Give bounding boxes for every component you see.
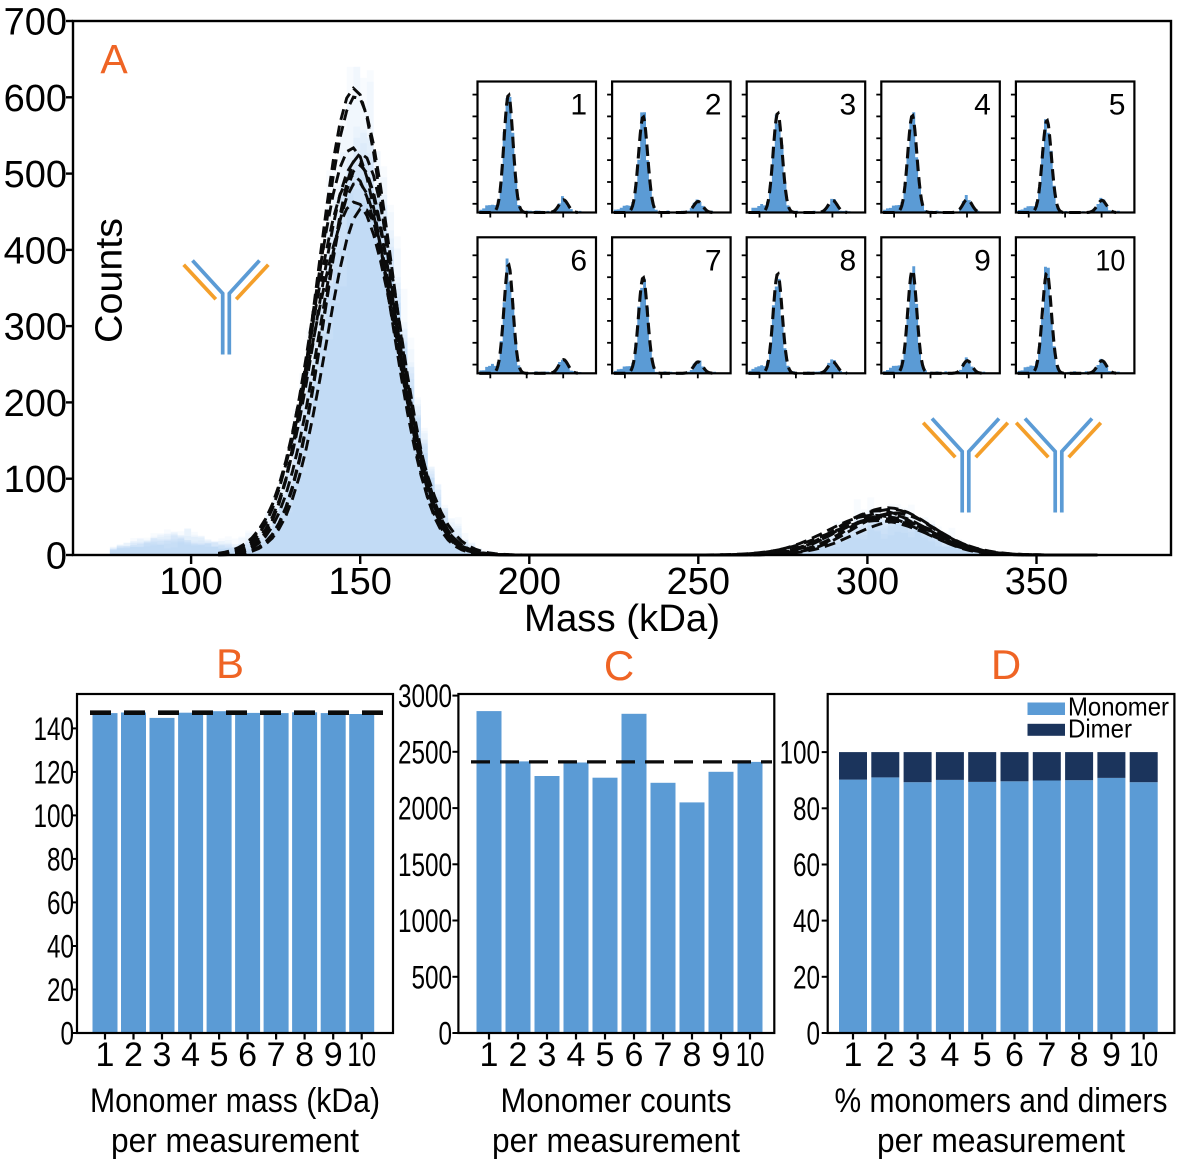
svg-text:C: C — [604, 642, 634, 689]
svg-text:10: 10 — [1095, 244, 1125, 277]
svg-text:7: 7 — [654, 1036, 673, 1074]
svg-text:0: 0 — [61, 1016, 75, 1052]
svg-text:80: 80 — [793, 791, 820, 827]
svg-text:1: 1 — [844, 1036, 863, 1074]
svg-text:per measurement: per measurement — [111, 1122, 360, 1160]
svg-text:2000: 2000 — [398, 791, 452, 827]
svg-text:40: 40 — [47, 929, 74, 965]
svg-text:200: 200 — [498, 561, 561, 603]
svg-text:80: 80 — [47, 841, 74, 877]
svg-text:8: 8 — [295, 1036, 314, 1074]
svg-text:Counts: Counts — [89, 218, 131, 343]
svg-text:20: 20 — [47, 972, 74, 1008]
svg-text:4: 4 — [181, 1036, 200, 1074]
svg-text:2: 2 — [124, 1036, 143, 1074]
svg-text:100: 100 — [780, 735, 821, 771]
svg-text:2500: 2500 — [398, 734, 452, 770]
svg-text:700: 700 — [4, 2, 67, 44]
svg-text:% monomers and dimers: % monomers and dimers — [835, 1082, 1168, 1120]
svg-text:7: 7 — [705, 244, 722, 277]
svg-text:2: 2 — [705, 89, 722, 122]
svg-text:6: 6 — [238, 1036, 257, 1074]
svg-text:2: 2 — [509, 1036, 528, 1074]
svg-text:350: 350 — [1005, 561, 1068, 603]
svg-text:10: 10 — [736, 1036, 765, 1074]
svg-text:100: 100 — [159, 561, 222, 603]
svg-text:9: 9 — [974, 244, 991, 277]
svg-text:8: 8 — [683, 1036, 702, 1074]
svg-text:4: 4 — [974, 89, 991, 122]
svg-text:1: 1 — [570, 89, 587, 122]
svg-text:2: 2 — [876, 1036, 895, 1074]
svg-text:140: 140 — [34, 711, 75, 747]
svg-text:Monomer mass (kDa): Monomer mass (kDa) — [90, 1082, 380, 1120]
svg-text:7: 7 — [267, 1036, 286, 1074]
svg-text:B: B — [216, 640, 244, 687]
svg-text:300: 300 — [836, 561, 899, 603]
svg-text:1: 1 — [96, 1036, 115, 1074]
svg-text:600: 600 — [4, 78, 67, 120]
svg-text:250: 250 — [667, 561, 730, 603]
svg-text:3: 3 — [840, 89, 857, 122]
svg-text:9: 9 — [712, 1036, 731, 1074]
svg-text:500: 500 — [4, 154, 67, 196]
svg-text:A: A — [100, 36, 128, 82]
svg-text:6: 6 — [570, 244, 587, 277]
svg-text:5: 5 — [1109, 89, 1126, 122]
svg-text:40: 40 — [793, 903, 820, 939]
svg-text:8: 8 — [840, 244, 857, 277]
svg-text:3: 3 — [153, 1036, 172, 1074]
svg-text:D: D — [991, 641, 1021, 688]
svg-text:1: 1 — [480, 1036, 499, 1074]
svg-text:3000: 3000 — [398, 678, 452, 714]
svg-text:5: 5 — [973, 1036, 992, 1074]
svg-text:10: 10 — [347, 1036, 376, 1074]
svg-text:5: 5 — [596, 1036, 615, 1074]
svg-text:150: 150 — [328, 561, 391, 603]
svg-text:Dimer: Dimer — [1068, 714, 1132, 744]
svg-text:Monomer counts: Monomer counts — [501, 1082, 732, 1120]
svg-text:10: 10 — [1129, 1036, 1158, 1074]
svg-text:0: 0 — [807, 1016, 821, 1052]
svg-text:120: 120 — [34, 754, 75, 790]
svg-text:0: 0 — [46, 536, 67, 578]
svg-text:5: 5 — [210, 1036, 229, 1074]
svg-text:6: 6 — [625, 1036, 644, 1074]
svg-text:1000: 1000 — [398, 903, 452, 939]
svg-text:per measurement: per measurement — [492, 1122, 741, 1160]
svg-text:9: 9 — [324, 1036, 343, 1074]
svg-text:9: 9 — [1102, 1036, 1121, 1074]
svg-text:500: 500 — [412, 959, 453, 995]
svg-text:0: 0 — [439, 1016, 453, 1052]
svg-text:60: 60 — [47, 885, 74, 921]
svg-text:200: 200 — [4, 383, 67, 425]
svg-text:20: 20 — [793, 959, 820, 995]
svg-text:Mass (kDa): Mass (kDa) — [524, 598, 720, 640]
svg-text:400: 400 — [4, 230, 67, 272]
svg-text:6: 6 — [1005, 1036, 1024, 1074]
svg-text:3: 3 — [908, 1036, 927, 1074]
svg-text:Monomer: Monomer — [1068, 692, 1169, 722]
svg-text:100: 100 — [4, 459, 67, 501]
svg-text:100: 100 — [34, 798, 75, 834]
svg-text:60: 60 — [793, 847, 820, 883]
svg-text:1500: 1500 — [398, 847, 452, 883]
svg-text:7: 7 — [1037, 1036, 1056, 1074]
svg-text:4: 4 — [567, 1036, 586, 1074]
svg-text:8: 8 — [1070, 1036, 1089, 1074]
svg-text:per measurement: per measurement — [877, 1122, 1126, 1160]
svg-text:4: 4 — [940, 1036, 959, 1074]
svg-text:300: 300 — [4, 307, 67, 349]
svg-text:3: 3 — [538, 1036, 557, 1074]
